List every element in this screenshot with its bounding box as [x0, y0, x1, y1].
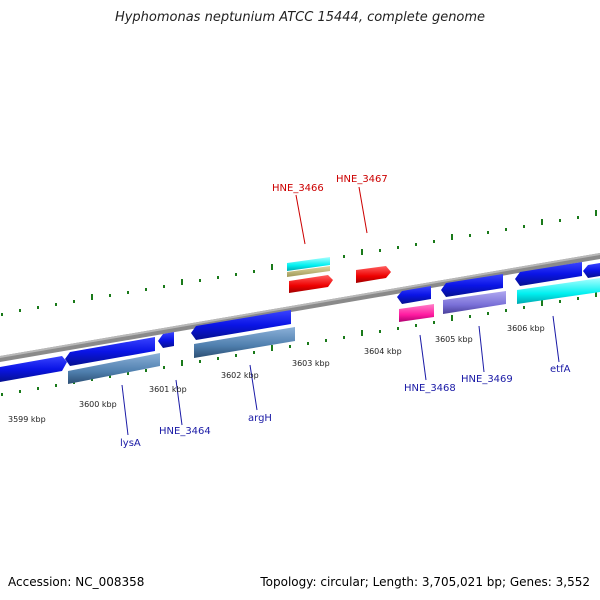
leader-etfA: [552, 315, 560, 363]
gene-hne-3464[interactable]: [158, 332, 174, 348]
label-lysA: lysA: [120, 438, 141, 449]
label-hne-3469: HNE_3469: [461, 374, 513, 385]
gene-hne-3468[interactable]: [397, 286, 431, 304]
gene-hne-3466-cyan[interactable]: [287, 257, 330, 271]
genome-backbone-highlight: [0, 253, 600, 358]
genome-summary-text: Topology: circular; Length: 3,705,021 bp…: [260, 575, 590, 589]
accession-text: Accession: NC_008358: [8, 575, 145, 589]
scale-labels: 3599 kbp 3600 kbp 3601 kbp 3602 kbp 3603…: [8, 324, 545, 424]
leader-hne-3467: [358, 186, 368, 234]
leader-lysA: [121, 384, 129, 436]
label-hne-3468: HNE_3468: [404, 383, 456, 394]
gene-hne-3467-red[interactable]: [356, 266, 391, 283]
tick-track-lower: [1, 291, 597, 396]
scale-label: 3604 kbp: [364, 347, 402, 356]
gene-etfA-cyan[interactable]: [517, 278, 600, 304]
scale-label: 3602 kbp: [221, 371, 259, 380]
scale-label: 3600 kbp: [79, 400, 117, 409]
gene-lysA[interactable]: [65, 337, 155, 366]
scale-label: 3601 kbp: [149, 385, 187, 394]
scale-label: 3606 kbp: [507, 324, 545, 333]
leader-lines: [121, 186, 560, 436]
gene-etfA[interactable]: [515, 262, 582, 286]
gene-hne-3469-purple[interactable]: [443, 291, 506, 314]
gene-argH-steel[interactable]: [194, 327, 295, 358]
gene-hne-3466-red[interactable]: [289, 275, 333, 293]
label-hne-3467: HNE_3467: [336, 174, 388, 185]
gene-right-edge[interactable]: [583, 263, 600, 278]
gene-argH[interactable]: [191, 310, 291, 340]
label-hne-3464: HNE_3464: [159, 426, 211, 437]
gene-hne-3466-tan[interactable]: [287, 266, 330, 277]
leader-hne-3466: [295, 194, 306, 245]
map-title: Hyphomonas neptunium ATCC 15444, complet…: [114, 10, 486, 25]
tick-track-upper: [1, 210, 597, 316]
label-hne-3466: HNE_3466: [272, 183, 324, 194]
scale-label: 3605 kbp: [435, 335, 473, 344]
label-argH: argH: [248, 413, 272, 424]
leader-hne-3468: [419, 334, 427, 381]
gene-hne-3468-pink[interactable]: [399, 304, 434, 322]
gene-lysA-steel[interactable]: [68, 353, 160, 384]
gene-labels: HNE_3466 HNE_3467 lysA HNE_3464 argH HNE…: [120, 174, 571, 449]
scale-label: 3603 kbp: [292, 359, 330, 368]
gene-hne-3469[interactable]: [441, 274, 503, 297]
gene-left-edge[interactable]: [0, 356, 67, 382]
features-lower: [0, 262, 600, 384]
leader-hne-3469: [478, 325, 485, 373]
leader-argH: [249, 364, 258, 411]
leader-hne-3464: [175, 379, 183, 426]
label-etfA: etfA: [550, 364, 571, 375]
scale-label: 3599 kbp: [8, 415, 46, 424]
features-upper: [287, 257, 391, 293]
